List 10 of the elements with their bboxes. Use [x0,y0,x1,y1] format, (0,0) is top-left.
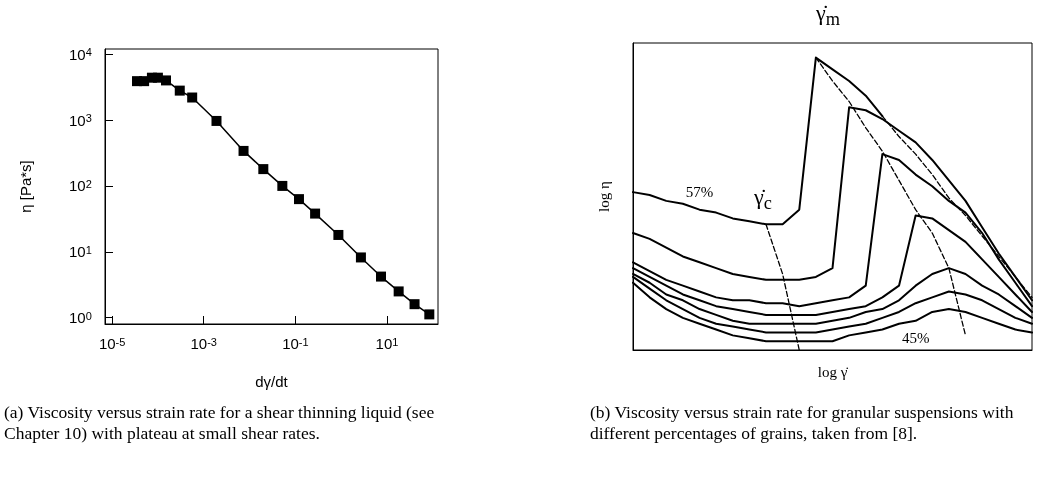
annotation: γ̇$_{c}$ [754,184,773,216]
text: (b) Viscosity versus strain rate for granular suspensions with different percentages of grains, taken from [8]. [590,402,1015,444]
text: γ̇$_{m}$ [816,0,841,32]
x-axis-title: dγ/dt [255,373,289,390]
series-label: 45% [901,330,930,347]
y-axis-title: log η [595,180,612,212]
series-label: 57% [685,184,714,201]
text: (a) Viscosity versus strain rate for a shear thinning liquid (see Chapter 10) with plateau at small shear rates. [4,402,436,444]
x-axis-title: log γ̇ [817,363,849,380]
y-axis-title: η [Pa*s] [17,160,34,213]
